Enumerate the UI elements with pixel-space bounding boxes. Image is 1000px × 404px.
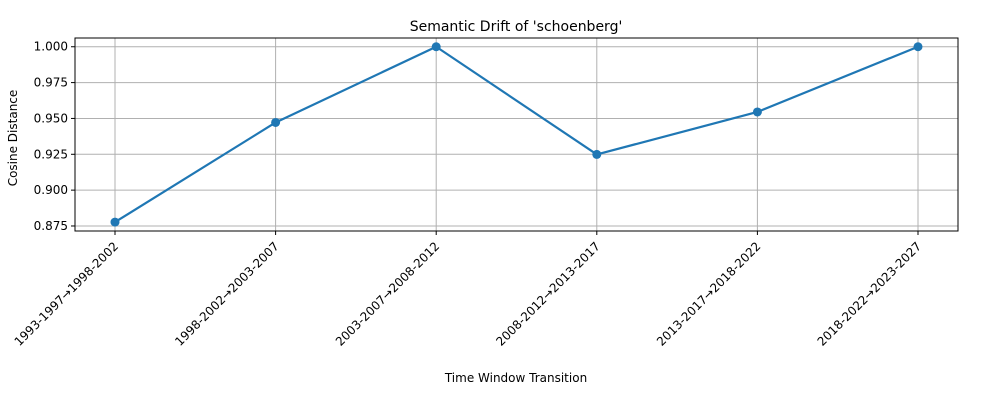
y-tick-label: 0.975 (34, 76, 68, 90)
x-tick-label: 2013-2017→2018-2022 (654, 239, 764, 349)
x-axis-label: Time Window Transition (444, 371, 587, 385)
series-layer (110, 42, 923, 227)
x-tick-label: 1998-2002→2003-2007 (172, 239, 282, 349)
series-line (114, 45, 919, 224)
y-tick-label: 0.925 (34, 147, 68, 161)
chart-title: Semantic Drift of 'schoenberg' (410, 19, 623, 35)
y-tick-label: 1.000 (34, 40, 68, 54)
x-tick-label: 1993-1997→1998-2002 (12, 239, 122, 349)
x-tick-label: 2018-2022→2023-2027 (815, 239, 925, 349)
y-tick-label: 0.900 (34, 183, 68, 197)
x-tick-label: 2008-2012→2013-2017 (493, 239, 603, 349)
plot-frame (74, 37, 959, 232)
ticks: 1993-1997→1998-2002 1998-2002→2003-2007 20… (12, 40, 925, 349)
x-tick-label: 2003-2007→2008-2012 (333, 239, 443, 349)
data-point (913, 42, 923, 52)
y-tick-label: 0.875 (34, 219, 68, 233)
axes (74, 37, 959, 232)
data-point (752, 107, 762, 117)
data-point (431, 42, 441, 52)
data-point (271, 117, 281, 127)
data-point (110, 217, 120, 227)
y-tick-label: 0.950 (34, 111, 68, 125)
data-point (592, 149, 602, 159)
grid (75, 38, 958, 231)
y-axis-label: Cosine Distance (6, 90, 20, 187)
